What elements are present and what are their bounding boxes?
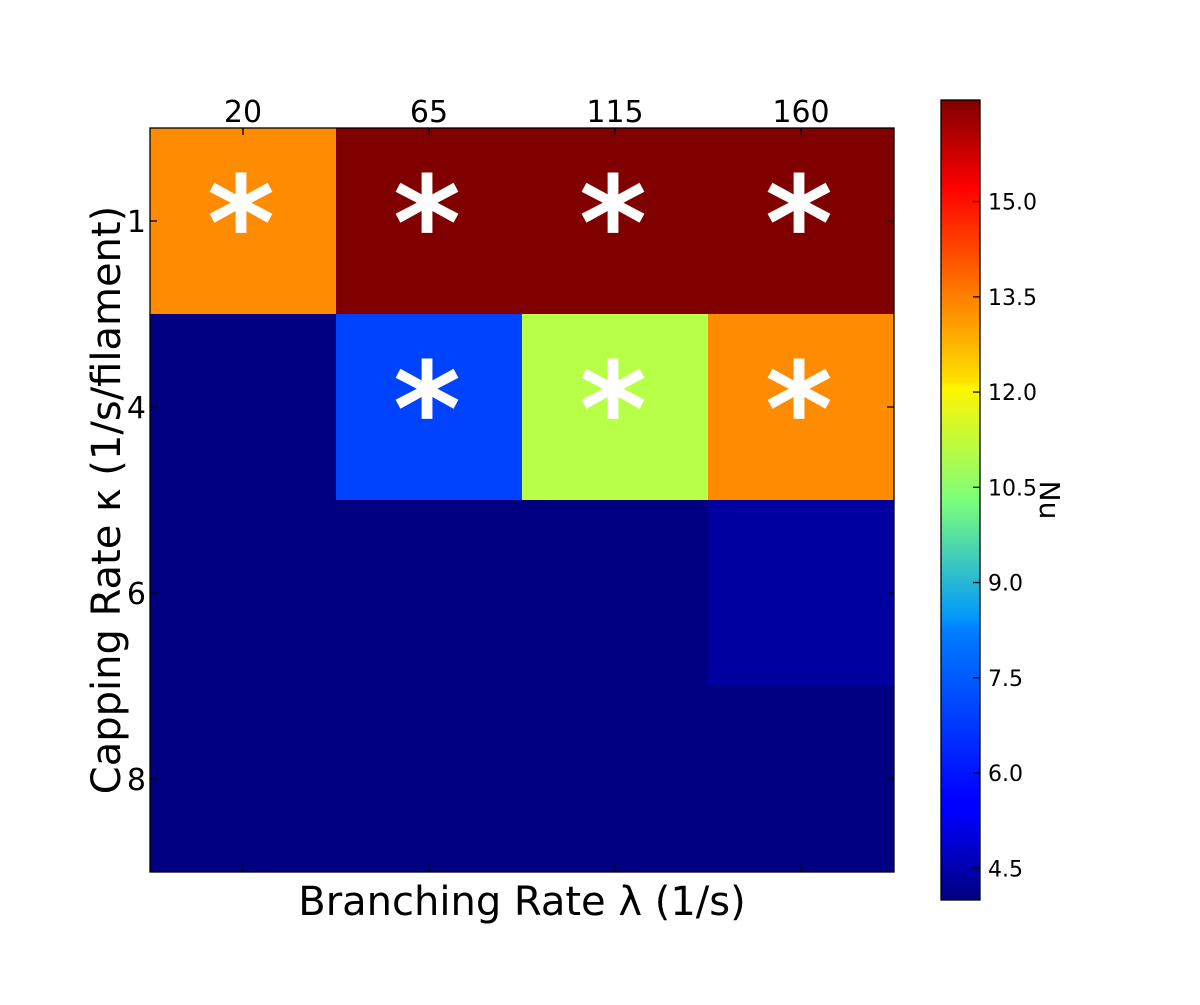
heatmap-cell	[150, 128, 337, 315]
colorbar-tick-label: 9.0	[988, 572, 1023, 597]
heatmap-cell	[522, 500, 709, 687]
colorbar-tick-label: 13.5	[988, 286, 1037, 311]
colorbar-tick-label: 15.0	[988, 191, 1037, 216]
significance-marker: *	[579, 334, 647, 486]
colorbar-tick-label: 4.5	[988, 857, 1023, 882]
heatmap-cell	[336, 686, 523, 873]
heatmap-cell	[150, 686, 337, 873]
plot-frame	[149, 127, 895, 873]
colorbar-ticks: 4.5 6.0 7.5 9.0 10.5 12.0 13.5 15.0	[973, 191, 1037, 882]
colorbar-tick-label: 10.5	[988, 476, 1037, 501]
y-axis-label: Capping Rate κ (1/s/filament)	[84, 206, 130, 794]
heatmap-cell	[708, 686, 895, 873]
x-axis-label: Branching Rate λ (1/s)	[298, 879, 745, 925]
y-tick-label: 8	[127, 763, 146, 798]
colorbar	[940, 99, 981, 901]
x-tick-label: 115	[586, 95, 643, 130]
heatmap-cells	[150, 128, 895, 873]
heatmap-cell	[522, 314, 709, 501]
heatmap-cell	[150, 314, 337, 501]
heatmap-cell	[708, 128, 895, 315]
significance-marker: *	[393, 148, 461, 300]
heatmap-cell	[708, 314, 895, 501]
significance-marker: *	[579, 148, 647, 300]
significance-marker: *	[207, 148, 275, 300]
significance-marker: *	[393, 334, 461, 486]
heatmap-cell	[708, 500, 895, 687]
heatmap-cell	[522, 128, 709, 315]
significance-marker: *	[765, 148, 833, 300]
colorbar-tick-label: 6.0	[988, 762, 1023, 787]
colorbar-tick-label: 12.0	[988, 381, 1037, 406]
heatmap-cell	[336, 314, 523, 501]
x-tick-label: 20	[224, 95, 262, 130]
heatmap-cell	[150, 500, 337, 687]
x-tick-label: 65	[410, 95, 448, 130]
y-tick-label: 1	[127, 205, 146, 240]
heatmap-cell	[522, 686, 709, 873]
axis-ticks: 20 65 115 160 1 4 6 8	[127, 95, 894, 872]
significance-marker: *	[765, 334, 833, 486]
significance-markers: * * * * * * *	[207, 148, 833, 486]
colorbar-tick-label: 7.5	[988, 667, 1023, 692]
y-tick-label: 4	[127, 391, 146, 426]
colorbar-label: Nu	[1033, 481, 1066, 520]
heatmap-cell	[336, 128, 523, 315]
x-tick-label: 160	[772, 95, 829, 130]
heatmap-cell	[336, 500, 523, 687]
y-tick-label: 6	[127, 577, 146, 612]
